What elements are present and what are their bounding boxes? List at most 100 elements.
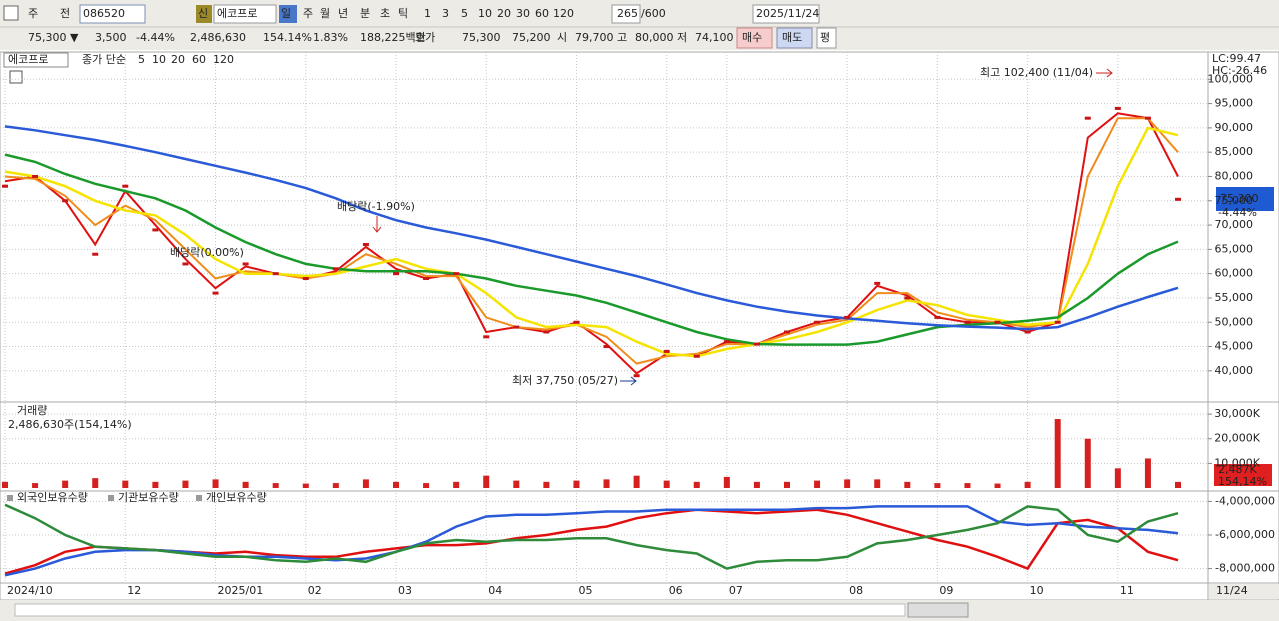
y-tick-label: 70,000 (1215, 218, 1254, 231)
quote-amount: 188,225백만 (360, 31, 426, 44)
quote-sell: 매도 (782, 31, 802, 44)
table-icon[interactable] (9, 70, 23, 84)
scroll-track[interactable] (14, 603, 906, 617)
menu-icon[interactable] (3, 5, 19, 21)
period-button: 년 (338, 7, 348, 20)
current-volume: 2,487K (1218, 463, 1257, 476)
legend-prefix: 종가 단순 (82, 53, 126, 66)
candle (393, 272, 399, 276)
quote-open-label: 시 (557, 31, 567, 44)
bar (543, 481, 550, 488)
candle (603, 345, 610, 349)
quote-high: 80,000 (635, 31, 674, 44)
panel-title: 에코프로 (8, 53, 48, 66)
line (4, 505, 1179, 577)
active-period[interactable] (279, 5, 297, 23)
quote-low-label: 저 (677, 31, 687, 44)
y-tick-label: 45,000 (1215, 340, 1254, 353)
nav-buttons[interactable] (907, 602, 969, 618)
bar (603, 479, 610, 488)
code: 086520 (83, 7, 125, 20)
legend-swatch (108, 495, 114, 501)
x-tick-label: 04 (488, 584, 502, 597)
candle (904, 296, 911, 300)
candle (573, 320, 580, 324)
candle (543, 330, 550, 334)
name-input[interactable] (213, 4, 277, 24)
candle (1054, 320, 1061, 324)
annotation: 최저 37,750 (05/27) (512, 374, 618, 387)
quote-volume: 2,486,630 (190, 31, 246, 44)
new-badge-bg (196, 5, 212, 23)
interval-button: 30 (516, 7, 530, 20)
period-button: 일 (281, 6, 291, 20)
interval-button: 3 (442, 7, 449, 20)
candle (874, 281, 881, 285)
candle (1114, 106, 1121, 110)
bar (1084, 438, 1091, 488)
line (4, 117, 1179, 365)
bar (573, 480, 580, 488)
candle (994, 320, 1001, 324)
candle (753, 342, 760, 346)
bar (964, 483, 971, 488)
x-tick-label: 05 (578, 584, 592, 597)
code-input[interactable] (79, 4, 146, 24)
count-input[interactable] (611, 4, 641, 24)
y-tick-label: 65,000 (1215, 242, 1254, 255)
candle (32, 174, 39, 178)
prev-button: 전 (60, 7, 70, 20)
bar (844, 479, 851, 488)
new-badge: 신 (198, 7, 208, 20)
candle (844, 315, 851, 319)
x-tick-label: 12 (127, 584, 141, 597)
candle (513, 325, 520, 329)
bar (874, 479, 881, 488)
bar (784, 481, 790, 488)
candle (212, 291, 219, 295)
candle (934, 315, 941, 319)
date-input[interactable] (752, 4, 820, 24)
bar (934, 483, 941, 488)
buy-button[interactable] (736, 27, 773, 49)
candle (814, 320, 821, 324)
candle (663, 349, 670, 353)
bar (302, 483, 309, 488)
legend-entry: 10 (152, 53, 166, 66)
candle (62, 199, 69, 203)
x-tick-label: 2025/01 (218, 584, 264, 597)
count: 265 (617, 7, 638, 20)
legend-entry: 개인보유수량 (206, 491, 267, 504)
interval-button: 60 (535, 7, 549, 20)
candle (964, 320, 971, 324)
x-tick-label: 09 (939, 584, 953, 597)
bar (693, 481, 700, 488)
period-button: 주 (303, 7, 313, 20)
period-button: 틱 (398, 7, 408, 20)
avg-button[interactable] (816, 27, 837, 49)
bar (122, 480, 129, 488)
candle (272, 272, 279, 276)
arrow (1096, 68, 1113, 78)
y-tick-label: -6,000,000 (1215, 528, 1275, 541)
current-volume-pct: 154,14% (1218, 475, 1267, 488)
legend-entry: 5 (138, 53, 145, 66)
sell-button[interactable] (776, 27, 813, 49)
quote-high-label: 고 (617, 31, 627, 44)
bar (1114, 468, 1121, 488)
candle (1144, 116, 1151, 120)
y-tick-label: 10,000K (1214, 456, 1260, 469)
y-tick-label: 100,000 (1208, 72, 1254, 85)
candle (1175, 197, 1181, 201)
bar (92, 478, 99, 488)
bar (242, 481, 249, 488)
bar (362, 479, 369, 488)
bar (212, 479, 219, 488)
bar (1175, 481, 1181, 488)
interval-button: 1 (424, 7, 431, 20)
panel-title: 거래량 (17, 404, 47, 417)
x-tick-label: 11 (1120, 584, 1134, 597)
x-tick-label: 10 (1030, 584, 1044, 597)
line (4, 112, 1179, 375)
y-tick-label: 80,000 (1215, 169, 1254, 182)
